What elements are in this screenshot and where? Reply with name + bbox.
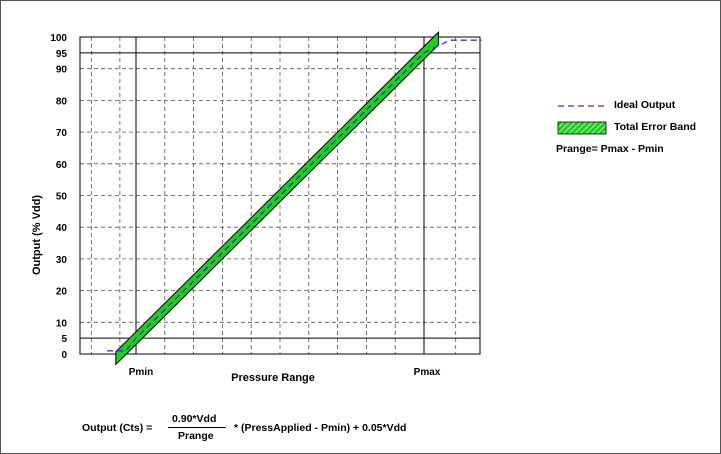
y-tick-label: 0	[61, 350, 67, 361]
x-tick-label: Pmin	[129, 367, 153, 378]
legend-label-total-error-band: Total Error Band	[614, 121, 697, 133]
legend-item-total-error-band: Total Error Band	[556, 118, 716, 140]
prange-note-text: Prange= Pmax - Pmin	[556, 143, 664, 155]
formula-denominator: Prange	[178, 430, 214, 442]
y-tick-label: 50	[56, 192, 68, 203]
y-tick-label: 10	[56, 318, 68, 329]
y-tick-label: 80	[56, 96, 68, 107]
legend-label-ideal-output: Ideal Output	[614, 99, 676, 111]
y-tick-label: 90	[56, 65, 68, 76]
legend-swatch-total-error-band	[557, 121, 607, 135]
plot-border	[79, 36, 481, 355]
transfer-formula: Output (Cts) = 0.90*Vdd Prange * (PressA…	[82, 412, 522, 446]
y-axis-label: Output (% Vdd)	[31, 195, 43, 275]
y-tick-label: 5	[61, 334, 67, 345]
formula-numerator: 0.90*Vdd	[172, 413, 217, 425]
y-tick-label: 70	[56, 128, 68, 139]
y-tick-label: 95	[56, 49, 68, 60]
y-tick-label: 100	[50, 33, 67, 44]
y-tick-label: 40	[56, 223, 68, 234]
prange-note: Prange= Pmax - Pmin	[556, 140, 716, 162]
y-tick-label: 20	[56, 287, 68, 298]
formula-lhs: Output (Cts) =	[82, 422, 153, 434]
formula-rest: * (PressApplied - Pmin) + 0.05*Vdd	[234, 422, 407, 434]
y-tick-label: 60	[56, 160, 68, 171]
formula-fraction-bar	[168, 427, 226, 428]
y-tick-label: 30	[56, 255, 68, 266]
x-tick-label: Pmax	[414, 367, 441, 378]
legend: Ideal Output Total Error Band Prange= Pm…	[556, 96, 716, 162]
legend-item-ideal-output: Ideal Output	[556, 96, 716, 118]
ideal-output-line	[107, 39, 482, 352]
x-axis-label: Pressure Range	[231, 372, 315, 384]
